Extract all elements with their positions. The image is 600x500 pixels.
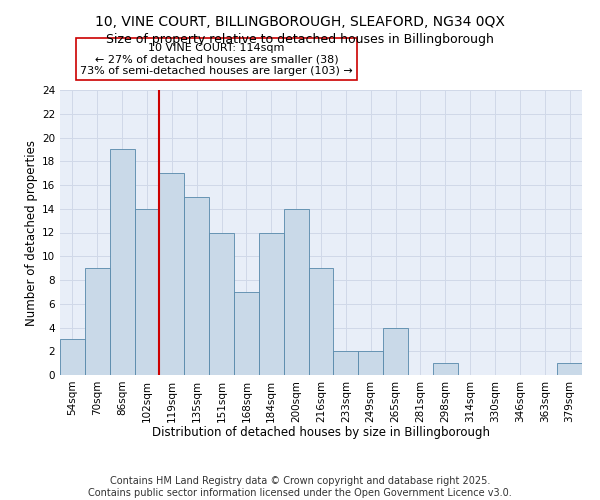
Bar — [334, 351, 358, 375]
Bar — [110, 150, 134, 375]
Bar — [557, 363, 582, 375]
Bar — [284, 209, 308, 375]
X-axis label: Distribution of detached houses by size in Billingborough: Distribution of detached houses by size … — [152, 426, 490, 439]
Bar — [209, 232, 234, 375]
Bar — [234, 292, 259, 375]
Bar — [358, 351, 383, 375]
Bar — [259, 232, 284, 375]
Text: 10 VINE COURT: 114sqm
← 27% of detached houses are smaller (38)
73% of semi-deta: 10 VINE COURT: 114sqm ← 27% of detached … — [80, 42, 353, 76]
Text: 10, VINE COURT, BILLINGBOROUGH, SLEAFORD, NG34 0QX: 10, VINE COURT, BILLINGBOROUGH, SLEAFORD… — [95, 15, 505, 29]
Text: Contains HM Land Registry data © Crown copyright and database right 2025.
Contai: Contains HM Land Registry data © Crown c… — [88, 476, 512, 498]
Bar — [160, 173, 184, 375]
Bar — [85, 268, 110, 375]
Bar — [184, 197, 209, 375]
Bar — [383, 328, 408, 375]
Bar — [433, 363, 458, 375]
Text: Size of property relative to detached houses in Billingborough: Size of property relative to detached ho… — [106, 32, 494, 46]
Y-axis label: Number of detached properties: Number of detached properties — [25, 140, 38, 326]
Bar — [60, 340, 85, 375]
Bar — [134, 209, 160, 375]
Bar — [308, 268, 334, 375]
